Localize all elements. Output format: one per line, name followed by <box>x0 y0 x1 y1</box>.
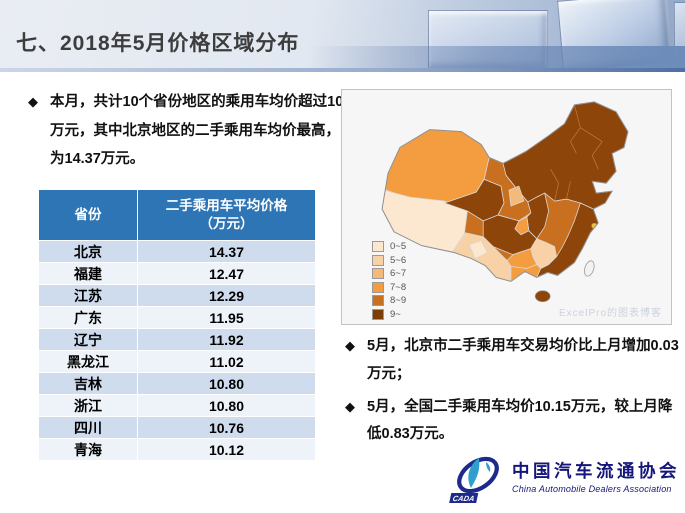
slide-header-banner <box>0 0 685 72</box>
cell-price: 10.76 <box>137 416 316 439</box>
cada-logo-icon: CADA <box>449 456 499 503</box>
decorative-floor <box>0 46 685 68</box>
map-region-chongqing <box>514 216 530 236</box>
cell-province: 江苏 <box>38 284 138 307</box>
china-choropleth-map: 0~5 5~6 6~7 7~8 8~9 9~ ExcelPro的图表博客 <box>341 89 672 325</box>
diamond-bullet-icon: ◆ <box>345 338 355 353</box>
logo-english-name: China Automobile Dealers Association <box>512 484 672 495</box>
map-region-hainan <box>534 290 551 303</box>
cell-price: 11.92 <box>137 328 316 351</box>
china-map-image <box>381 101 629 303</box>
legend-item: 0~5 <box>372 240 406 254</box>
cell-price: 11.02 <box>137 350 316 373</box>
cell-province: 福建 <box>38 262 138 285</box>
cell-price: 14.37 <box>137 240 316 263</box>
map-region-yunnan-sub <box>468 240 488 259</box>
map-region-shaanxi <box>526 192 550 240</box>
map-region-taiwan <box>583 260 595 277</box>
cell-province: 黑龙江 <box>38 350 138 373</box>
cell-price: 10.12 <box>137 438 316 461</box>
cell-price: 12.29 <box>137 284 316 307</box>
svg-text:CADA: CADA <box>452 494 476 503</box>
legend-swatch <box>372 281 384 293</box>
legend-item: 6~7 <box>372 267 406 281</box>
table-row: 吉林 10.80 <box>38 372 316 395</box>
map-legend: 0~5 5~6 6~7 7~8 8~9 9~ <box>372 240 406 321</box>
legend-item: 9~ <box>372 308 406 322</box>
cell-province: 北京 <box>38 240 138 263</box>
cell-province: 吉林 <box>38 372 138 395</box>
cell-province: 浙江 <box>38 394 138 417</box>
column-header-province: 省份 <box>38 189 138 241</box>
logo-chinese-name: 中国汽车流通协会 <box>512 460 680 481</box>
map-region-ningxia <box>508 185 525 207</box>
table-row: 四川 10.76 <box>38 416 316 439</box>
cell-price: 11.95 <box>137 306 316 329</box>
table-row: 北京 14.37 <box>38 240 316 263</box>
header-divider <box>0 68 685 72</box>
cell-province: 广东 <box>38 306 138 329</box>
cada-logo: CADA 中国汽车流通协会 China Automobile Dealers A… <box>448 452 680 504</box>
cell-price: 10.80 <box>137 372 316 395</box>
legend-swatch <box>372 254 384 266</box>
intro-text: 本月，共计10个省份地区的乘用车均价超过10万元，其中北京地区的二手乘用车均价最… <box>50 94 344 168</box>
note-text: 5月，全国二手乘用车均价10.15万元，较上月降低0.83万元。 <box>367 398 673 443</box>
legend-swatch <box>372 295 384 307</box>
price-table: 省份 二手乘用车平均价格 （万元） 北京 14.37 福建 12.47 江苏 12.2… <box>38 189 316 461</box>
diamond-bullet-icon: ◆ <box>345 398 355 414</box>
table-row: 广东 11.95 <box>38 306 316 329</box>
cell-province: 青海 <box>38 438 138 461</box>
table-row: 青海 10.12 <box>38 438 316 461</box>
legend-item: 5~6 <box>372 254 406 268</box>
table-row: 浙江 10.80 <box>38 394 316 417</box>
cada-logo-text: 中国汽车流通协会 China Automobile Dealers Associ… <box>512 460 680 495</box>
legend-swatch <box>372 268 384 280</box>
diamond-bullet-icon: ◆ <box>28 94 38 109</box>
map-region-xinjiang <box>383 129 490 204</box>
table-row: 黑龙江 11.02 <box>38 350 316 373</box>
watermark-text: ExcelPro的图表博客 <box>558 308 662 319</box>
legend-item: 7~8 <box>372 281 406 295</box>
column-header-price: 二手乘用车平均价格 （万元） <box>137 189 316 241</box>
table-row: 福建 12.47 <box>38 262 316 285</box>
map-outline <box>381 101 629 282</box>
notes-block: ◆ 5月，北京市二手乘用车交易均价比上月增加0.03万元； ◆ 5月，全国二手乘用车… <box>345 333 683 454</box>
table-row: 江苏 12.29 <box>38 284 316 307</box>
cell-price: 12.47 <box>137 262 316 285</box>
table-row: 辽宁 11.92 <box>38 328 316 351</box>
table-header-row: 省份 二手乘用车平均价格 （万元） <box>38 189 316 241</box>
intro-paragraph: ◆ 本月，共计10个省份地区的乘用车均价超过10万元，其中北京地区的二手乘用车均价… <box>28 88 346 174</box>
note-text: 5月，北京市二手乘用车交易均价比上月增加0.03万元； <box>367 338 679 382</box>
cell-price: 10.80 <box>137 394 316 417</box>
legend-swatch <box>372 241 384 253</box>
page-title: 七、2018年5月价格区域分布 <box>16 32 300 55</box>
legend-swatch <box>372 308 384 320</box>
cell-province: 辽宁 <box>38 328 138 351</box>
cell-province: 四川 <box>38 416 138 439</box>
legend-item: 8~9 <box>372 294 406 308</box>
